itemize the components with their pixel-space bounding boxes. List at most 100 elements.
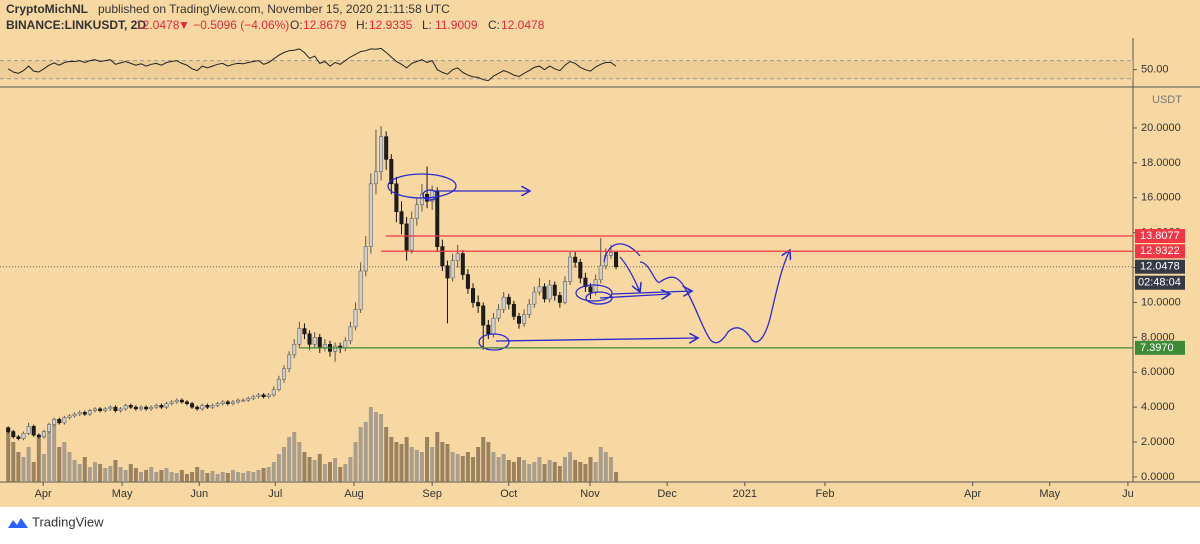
volume-bar: [128, 464, 133, 482]
volume-bar: [67, 452, 72, 482]
candle-body: [159, 405, 164, 408]
volume-bar: [98, 464, 103, 482]
volume-bar: [174, 473, 179, 482]
candle-body: [481, 305, 486, 326]
volume-bar: [568, 452, 573, 482]
candle-body: [552, 284, 557, 296]
volume-bar: [389, 437, 394, 482]
x-tick-label: Oct: [500, 488, 517, 500]
volume-bar: [16, 452, 21, 482]
candle-body: [205, 405, 210, 408]
level-label-box: [1135, 244, 1185, 259]
volume-bar: [583, 464, 588, 482]
volume-bar: [261, 468, 266, 482]
candle-body: [583, 277, 588, 288]
candle-body: [266, 394, 271, 397]
volume-bar: [343, 464, 348, 482]
candle-body: [292, 344, 297, 356]
footer: [0, 507, 1200, 539]
volume-bar: [491, 452, 496, 482]
candle-body: [103, 408, 108, 411]
legend-key: C:: [488, 18, 500, 32]
volume-bar: [338, 467, 343, 482]
last-price-box: [1135, 259, 1185, 274]
candle-body: [154, 405, 159, 408]
candle-body: [67, 415, 72, 418]
volume-bar: [471, 457, 476, 482]
volume-bar: [21, 457, 26, 482]
volume-bar: [379, 414, 384, 482]
candle-body: [394, 183, 399, 213]
volume-bar: [481, 437, 486, 482]
volume-bar: [47, 432, 52, 482]
volume-bar: [138, 472, 143, 482]
volume-bar: [164, 468, 169, 482]
drawing: [575, 284, 613, 302]
y-tick-label: 6.0000: [1141, 366, 1175, 378]
x-tick-label: May: [112, 488, 133, 500]
candle-body: [307, 333, 312, 345]
candle-body: [21, 433, 26, 439]
volume-bar: [501, 454, 506, 482]
candle-body: [169, 401, 174, 404]
candle-body: [348, 326, 353, 342]
level-label: 12.9322: [1140, 245, 1180, 257]
candle-body: [573, 256, 578, 263]
candle-body: [435, 190, 440, 247]
volume-bar: [241, 473, 246, 482]
volume-bar: [179, 470, 184, 482]
candle-body: [445, 265, 450, 279]
candle-body: [578, 262, 583, 279]
volume-bar: [287, 437, 292, 482]
candle-body: [236, 399, 241, 403]
candle-body: [190, 403, 195, 408]
volume-bar: [598, 447, 603, 482]
brand: TradingView: [32, 514, 104, 529]
level-label: 7.3970: [1140, 342, 1174, 354]
volume-bar: [455, 454, 460, 482]
annotations: [387, 173, 790, 351]
volume-bar: [465, 452, 470, 482]
y-tick-label: 8.0000: [1141, 331, 1175, 343]
volume-bar: [414, 450, 419, 482]
volume-bar: [57, 447, 62, 482]
candle-body: [384, 136, 389, 160]
volume-bar: [11, 442, 16, 482]
candle-body: [491, 317, 496, 335]
candle-body: [414, 204, 419, 219]
volume-bar: [445, 444, 450, 482]
candle-body: [123, 405, 128, 410]
volume-bar: [522, 460, 527, 482]
candle-body: [511, 303, 516, 317]
y-tick-label: 50.00: [1141, 64, 1169, 76]
candle-body: [93, 408, 98, 411]
y-tick-label: 20.0000: [1141, 122, 1181, 134]
drawing: [478, 333, 510, 351]
candle-body: [522, 314, 527, 324]
drawing: [611, 291, 692, 294]
candle-body: [77, 412, 82, 415]
x-tick-label: 2021: [733, 488, 757, 500]
candle-body: [532, 291, 537, 305]
volume-bar: [251, 472, 256, 482]
logo: [8, 518, 28, 528]
candle-body: [72, 413, 77, 417]
symbol: BINANCE:LINKUSDT, 2D: [6, 18, 146, 32]
candle-body: [471, 288, 476, 303]
volume-bar: [205, 473, 210, 482]
legend-value: 12.0478: [501, 18, 545, 32]
candle-body: [527, 303, 532, 315]
level-label: 13.8077: [1140, 230, 1180, 242]
volume-bar: [353, 442, 358, 482]
volume-bar: [82, 457, 87, 482]
candle-body: [174, 399, 179, 403]
volume-bar: [327, 462, 332, 482]
candle-body: [98, 408, 103, 411]
volume-bar: [358, 427, 363, 482]
legend-key: H:: [356, 18, 368, 32]
change: ▼ −0.5096 (−4.06%): [178, 18, 289, 32]
volume-bar: [72, 460, 77, 482]
candle-body: [593, 279, 598, 293]
volume-bar: [496, 457, 501, 482]
